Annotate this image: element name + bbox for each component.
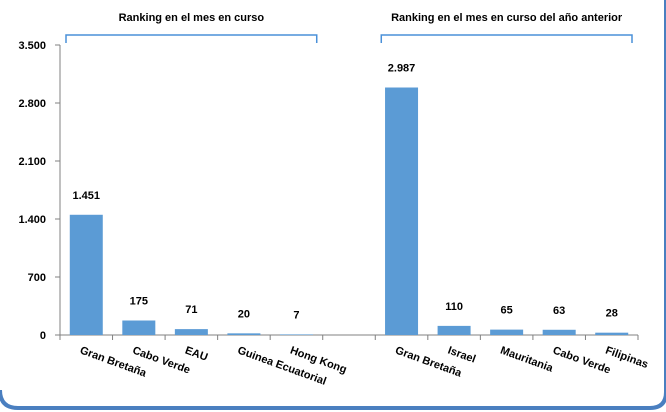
group-title: Ranking en el mes en curso del año anter…	[391, 12, 623, 24]
bar	[122, 320, 156, 335]
data-label: 175	[130, 296, 148, 308]
data-labels: 1.451 175 71 20 7 2.987 110 65 63 28	[73, 63, 618, 322]
data-label: 1.451	[73, 190, 101, 202]
y-tick-label: 0	[40, 330, 46, 342]
x-tick-label: Israel	[446, 345, 477, 366]
bars	[69, 87, 629, 336]
data-label: 2.987	[388, 63, 416, 75]
bar	[542, 329, 576, 335]
x-tick-label: Guinea Ecuatorial	[236, 345, 328, 388]
x-tick-label: EAU	[183, 345, 209, 364]
data-label: 110	[445, 301, 463, 313]
bar	[227, 333, 261, 335]
data-label: 63	[553, 305, 565, 317]
bar	[174, 329, 208, 335]
data-label: 28	[606, 308, 618, 320]
y-tick-label: 1.400	[18, 214, 46, 226]
bar	[69, 214, 103, 335]
bar	[490, 329, 524, 335]
group-title: Ranking en el mes en curso	[119, 12, 265, 24]
bar	[595, 332, 629, 335]
group-bracket	[380, 34, 633, 43]
y-tick-label: 3.500	[18, 40, 46, 52]
y-tick-label: 700	[28, 272, 46, 284]
bar	[437, 325, 471, 335]
data-label: 20	[238, 308, 250, 320]
x-tick-label: Cabo Verde	[551, 345, 612, 377]
data-label: 71	[185, 304, 197, 316]
y-axis: 0 700 1.400 2.100 2.800 3.500	[18, 40, 639, 342]
data-label: 7	[293, 309, 299, 321]
bar	[279, 334, 313, 335]
bar	[385, 87, 419, 336]
data-label: 65	[501, 305, 513, 317]
y-tick-label: 2.800	[18, 98, 46, 110]
group-bracket	[65, 34, 318, 43]
group-titles: Ranking en el mes en curso Ranking en el …	[65, 12, 633, 43]
x-tick-label: Mauritania	[499, 345, 556, 375]
y-tick-label: 2.100	[18, 156, 46, 168]
